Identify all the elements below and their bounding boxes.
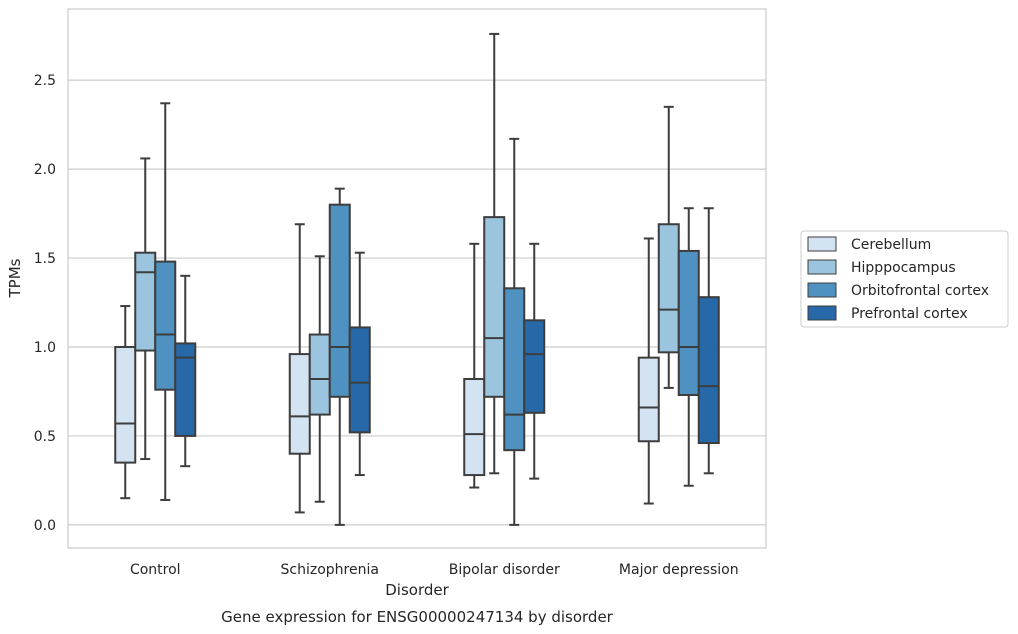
x-tick-label: Bipolar disorder [449,562,560,578]
box [463,242,486,489]
legend-item: Hipppocampus [807,259,956,276]
iqr-box [114,345,137,464]
y-tick-label: 0.0 [34,518,56,534]
legend-swatch [807,236,837,252]
iqr-box [677,249,700,397]
legend-label: Orbitofrontal cortex [851,283,989,299]
box [174,274,197,468]
iqr-box [657,223,680,354]
legend-swatch [807,282,837,298]
legend-swatch [807,305,837,321]
iqr-box [308,333,331,416]
series-hipppocampus [134,32,680,503]
y-tick-label: 1.0 [34,340,56,356]
legend-item: Cerebellum [807,236,931,253]
series-prefrontal-cortex [174,207,720,480]
iqr-box [483,216,506,398]
iqr-box [174,342,197,437]
box [114,305,137,500]
x-axis-title: Disorder [385,581,449,599]
y-tick-label: 2.0 [34,162,56,178]
legend-item: Orbitofrontal cortex [807,282,989,299]
box [308,255,331,503]
legend-label: Hipppocampus [851,260,956,276]
iqr-box [154,260,177,391]
x-tick-label: Control [130,562,181,578]
legend-frame [800,230,1009,328]
box [637,237,660,505]
y-axis-title: TPMs [6,258,24,298]
box [348,251,371,477]
plot-frame [67,8,767,549]
box [697,207,720,475]
iqr-box [503,287,526,452]
iqr-box [288,353,311,455]
iqr-box [697,296,720,445]
box [328,187,351,526]
box [154,102,177,501]
legend-label: Cerebellum [851,237,931,253]
chart-caption: Gene expression for ENSG00000247134 by d… [221,608,614,626]
plot-area [114,32,720,526]
legend: Cerebellum Hipppocampus Orbitofrontal cort… [800,230,1009,328]
legend-item: Prefrontal cortex [807,305,968,322]
y-tick-label: 0.5 [34,429,56,445]
y-tick-label: 2.5 [34,73,56,89]
y-tick-label: 1.5 [34,251,56,267]
box [523,242,546,480]
legend-label: Prefrontal cortex [851,306,968,322]
x-tick-labels: Control Schizophrenia Bipolar disorder Majo… [130,562,739,578]
x-tick-label: Schizophrenia [281,562,379,578]
iqr-box [637,356,660,443]
box [134,157,157,461]
x-tick-label: Major depression [619,562,739,578]
iqr-box [523,319,546,414]
iqr-box [348,326,371,434]
legend-swatch [807,259,837,275]
y-tick-labels: 0.0 0.5 1.0 1.5 2.0 2.5 [34,73,56,534]
iqr-box [463,378,486,477]
iqr-box [134,251,157,352]
iqr-box [328,203,351,398]
series-cerebellum [114,223,660,514]
